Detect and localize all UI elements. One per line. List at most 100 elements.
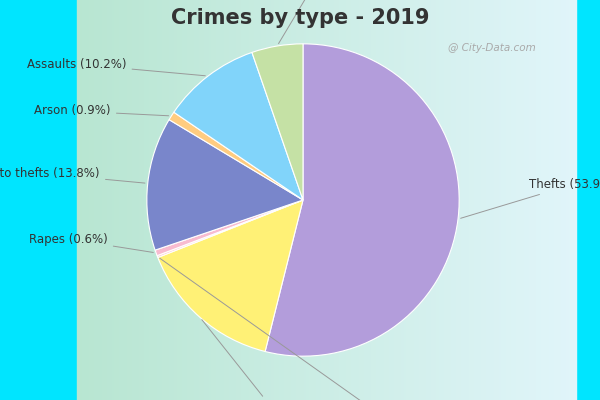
Bar — [116, 0, 119, 400]
Bar — [239, 0, 241, 400]
Bar — [487, 0, 489, 400]
Bar — [82, 0, 84, 400]
Bar — [167, 0, 169, 400]
Bar — [551, 0, 554, 400]
Bar — [139, 0, 142, 400]
Bar — [519, 0, 521, 400]
Bar — [496, 0, 499, 400]
Bar — [476, 0, 479, 400]
Bar — [499, 0, 502, 400]
Text: Assaults (10.2%): Assaults (10.2%) — [27, 58, 205, 76]
Bar — [341, 0, 344, 400]
Bar — [149, 0, 152, 400]
Bar — [524, 0, 526, 400]
Bar — [481, 0, 484, 400]
Bar — [146, 0, 149, 400]
Text: Robberies (5.3%): Robberies (5.3%) — [268, 0, 370, 44]
Text: Burglaries (15.1%): Burglaries (15.1%) — [202, 320, 327, 400]
Bar — [421, 0, 424, 400]
Bar — [174, 0, 176, 400]
Bar — [416, 0, 419, 400]
Bar — [92, 0, 94, 400]
Bar — [304, 0, 307, 400]
Bar — [521, 0, 524, 400]
Bar — [277, 0, 279, 400]
Bar — [434, 0, 436, 400]
Bar — [281, 0, 284, 400]
Bar — [526, 0, 529, 400]
Bar — [124, 0, 127, 400]
Bar — [352, 0, 354, 400]
Bar — [254, 0, 256, 400]
Bar — [159, 0, 161, 400]
Bar — [451, 0, 454, 400]
Bar — [541, 0, 544, 400]
Text: Rapes (0.6%): Rapes (0.6%) — [29, 232, 154, 252]
Bar — [142, 0, 144, 400]
Wedge shape — [147, 120, 303, 250]
Bar — [397, 0, 399, 400]
Bar — [356, 0, 359, 400]
Bar — [209, 0, 211, 400]
Bar — [322, 0, 324, 400]
Bar — [401, 0, 404, 400]
Bar — [539, 0, 541, 400]
Bar — [466, 0, 469, 400]
Bar — [101, 0, 104, 400]
Bar — [549, 0, 551, 400]
Bar — [152, 0, 154, 400]
Bar — [361, 0, 364, 400]
Bar — [569, 0, 571, 400]
Bar — [176, 0, 179, 400]
Bar — [464, 0, 466, 400]
Wedge shape — [265, 44, 459, 356]
Bar — [469, 0, 472, 400]
Bar — [529, 0, 532, 400]
Bar — [511, 0, 514, 400]
Bar — [404, 0, 406, 400]
Text: Thefts (53.9%): Thefts (53.9%) — [461, 178, 600, 218]
Bar — [414, 0, 416, 400]
Bar — [206, 0, 209, 400]
Bar — [236, 0, 239, 400]
Bar — [294, 0, 296, 400]
Bar — [489, 0, 491, 400]
Text: Crimes by type - 2019: Crimes by type - 2019 — [171, 8, 429, 28]
Bar — [112, 0, 114, 400]
Bar — [564, 0, 566, 400]
Bar — [234, 0, 236, 400]
Wedge shape — [157, 200, 303, 258]
Bar — [131, 0, 134, 400]
Bar — [436, 0, 439, 400]
Bar — [474, 0, 476, 400]
Bar — [179, 0, 182, 400]
Bar — [349, 0, 352, 400]
Bar — [566, 0, 569, 400]
Bar — [536, 0, 539, 400]
Bar — [202, 0, 204, 400]
Bar — [79, 0, 82, 400]
Bar — [292, 0, 294, 400]
Bar — [409, 0, 412, 400]
Bar — [479, 0, 481, 400]
Bar — [484, 0, 487, 400]
Bar — [329, 0, 331, 400]
Bar — [391, 0, 394, 400]
Bar — [364, 0, 367, 400]
Bar — [214, 0, 217, 400]
Bar — [546, 0, 549, 400]
Bar — [189, 0, 191, 400]
Bar — [371, 0, 374, 400]
Bar — [311, 0, 314, 400]
Bar — [161, 0, 164, 400]
Bar — [574, 0, 576, 400]
Wedge shape — [158, 200, 303, 352]
Bar — [386, 0, 389, 400]
Bar — [379, 0, 382, 400]
Bar — [442, 0, 444, 400]
Bar — [431, 0, 434, 400]
Bar — [97, 0, 99, 400]
Bar — [457, 0, 459, 400]
Bar — [502, 0, 504, 400]
Bar — [561, 0, 564, 400]
